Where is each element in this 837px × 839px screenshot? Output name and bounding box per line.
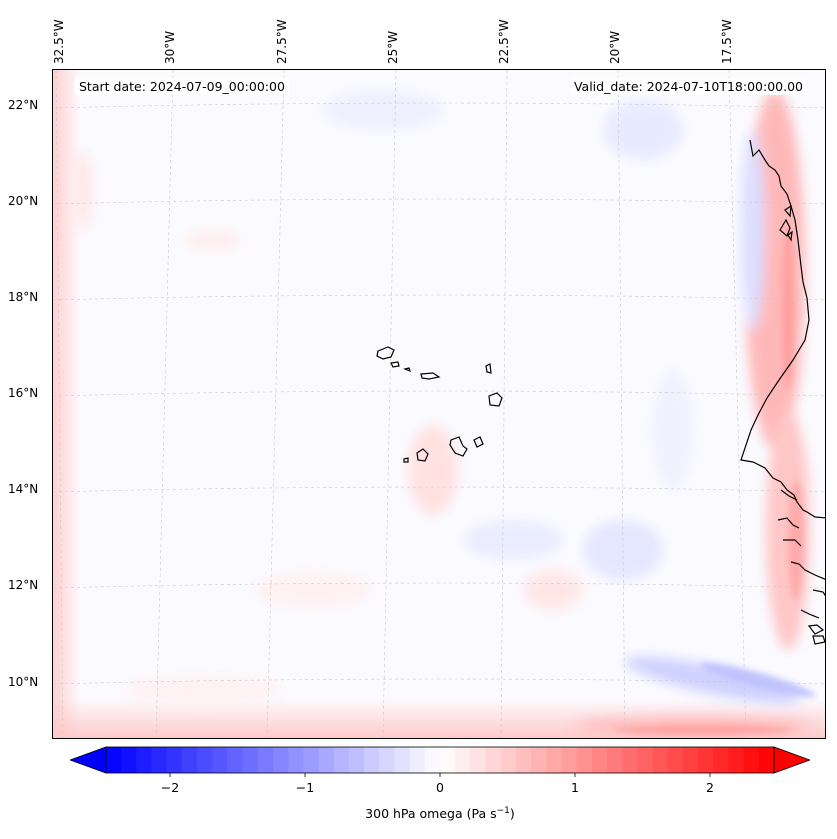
colorbar-cell [622,747,638,773]
colorbar-extend-min [70,746,107,774]
colorbar-cell [212,747,228,773]
colorbar-cell [698,747,714,773]
colorbar-cell [318,747,335,773]
lon-label-22-5w: 22.5°W [497,19,511,64]
colorbar-cell [531,747,547,773]
colorbar-cell [379,747,395,773]
colorbar-tick-0: 0 [436,780,444,795]
start-date-label: Start date: 2024-07-09_00:00:00 [75,78,289,95]
colorbar-cell [667,747,684,773]
colorbar-cell [257,747,274,773]
omega-shading [53,70,825,738]
lat-label-14n: 14°N [8,482,39,496]
colorbar-cell [515,747,532,773]
colorbar-cell [576,747,593,773]
colorbar-tick-2: 2 [706,780,714,795]
colorbar-cell [682,747,699,773]
lon-label-25w: 25°W [386,30,400,64]
colorbar-cell [227,747,244,773]
colorbar-cells [106,747,775,773]
lat-label-20n: 20°N [8,194,39,208]
omega-field-map [53,70,825,738]
lat-label-22n: 22°N [8,98,39,112]
colorbar-cell [758,747,775,773]
colorbar-cell [455,747,471,773]
colorbar-cell [273,747,289,773]
cape-verde-islands [376,346,503,463]
lon-label-20w: 20°W [608,30,622,64]
colorbar-cell [546,747,562,773]
colorbar-cell [151,747,168,773]
colorbar-cell [348,747,365,773]
colorbar-cell [121,747,137,773]
lat-label-16n: 16°N [8,386,39,400]
colorbar-cell [106,747,122,773]
colorbar-cell [561,747,578,773]
colorbar-cell [333,747,350,773]
colorbar [70,746,810,777]
colorbar-cell [409,747,426,773]
map-gridlines [53,70,825,738]
colorbar-cell [440,747,456,773]
colorbar-cell [500,747,517,773]
colorbar-tick-marks [169,773,711,777]
african-coastline [740,139,825,645]
colorbar-cell [424,747,441,773]
colorbar-label: 300 hPa omega (Pa s−1) [365,806,515,822]
colorbar-units: Pa s [471,806,497,822]
colorbar-cell [713,747,729,773]
lon-label-32-5w: 32.5°W [52,19,66,64]
colorbar-units-exponent: −1 [496,806,510,816]
colorbar-cell [303,747,320,773]
colorbar-cell [637,747,654,773]
colorbar-cell [652,747,669,773]
colorbar-cell [181,747,198,773]
colorbar-cell [470,747,487,773]
colorbar-cell [743,747,760,773]
valid-date-label: Valid_date: 2024-07-10T18:00:00.00 [569,78,807,95]
colorbar-tick-1: 1 [571,780,579,795]
colorbar-variable: 300 hPa omega [365,806,463,822]
colorbar-cell [485,747,502,773]
lat-label-10n: 10°N [8,675,39,689]
lon-label-30w: 30°W [163,30,177,64]
colorbar-cell [394,747,411,773]
colorbar-cell [591,747,608,773]
colorbar-cell [728,747,745,773]
lat-label-12n: 12°N [8,578,39,592]
lon-label-27-5w: 27.5°W [275,19,289,64]
lat-label-18n: 18°N [8,290,39,304]
colorbar-tick-neg2: −2 [160,780,180,795]
colorbar-cell [166,747,183,773]
colorbar-cell [197,747,213,773]
colorbar-extend-max [773,746,810,774]
colorbar-cell [607,747,623,773]
lon-label-17-5w: 17.5°W [720,19,734,64]
colorbar-cell [242,747,259,773]
colorbar-cell [364,747,380,773]
colorbar-cell [288,747,304,773]
map-panel: Start date: 2024-07-09_00:00:00 Valid_da… [52,69,826,739]
colorbar-cell [136,747,153,773]
colorbar-tick-neg1: −1 [295,780,315,795]
